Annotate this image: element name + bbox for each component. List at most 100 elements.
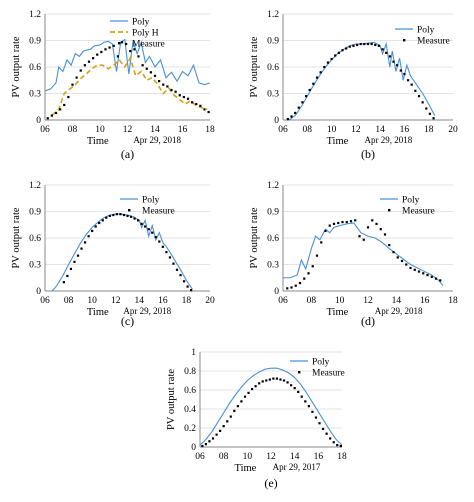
measure-point	[105, 216, 108, 219]
measure-point	[76, 254, 80, 257]
measure-point	[203, 108, 206, 111]
measure-point	[144, 225, 147, 228]
x-tick-label: 16	[158, 296, 168, 306]
measure-point	[83, 241, 87, 244]
measure-point	[63, 103, 66, 107]
x-tick-label: 14	[290, 452, 300, 462]
x-tick-label: 06	[40, 125, 50, 135]
poly-h-line	[51, 56, 208, 117]
x-tick-label: 06	[278, 296, 288, 306]
measure-point	[297, 106, 300, 109]
measure-point	[158, 240, 161, 243]
measure-point	[92, 57, 95, 60]
measure-point	[417, 95, 421, 98]
measure-point	[328, 224, 331, 227]
measure-point	[400, 259, 404, 263]
y-tick-label: 0.6	[29, 234, 41, 244]
measure-point	[314, 416, 318, 419]
panel-label: (c)	[121, 314, 134, 328]
measure-point	[297, 390, 300, 393]
measure-point	[191, 101, 194, 104]
measure-point	[392, 251, 395, 254]
date-label: Apr 29, 2018	[123, 306, 171, 316]
measure-point	[337, 221, 340, 225]
chart-panel-3: 0 0.3 0.6 0.9 1.2 06 08 10 12 14 16 18 20 PV output r…	[11, 181, 215, 328]
measure-point	[190, 289, 193, 292]
measure-point	[272, 377, 275, 380]
x-tick-label: 08	[303, 125, 313, 135]
measure-point	[432, 117, 435, 120]
measure-point	[219, 429, 222, 432]
legend-entry: Measure	[118, 40, 165, 50]
measure-point	[319, 71, 322, 74]
measure-point	[311, 410, 314, 413]
measure-point	[392, 60, 395, 63]
y-tick-label: 0.6	[267, 234, 279, 244]
measure-point	[345, 221, 348, 224]
measure-point	[370, 42, 373, 46]
measure-point	[315, 254, 319, 257]
measure-point	[352, 44, 355, 47]
measure-point	[240, 400, 243, 403]
measure-point	[179, 274, 182, 277]
measure-point	[141, 64, 144, 67]
measure-point	[101, 219, 104, 222]
x-tick-label: 14	[375, 125, 385, 135]
legend-entry: Measure	[403, 37, 450, 47]
measure-point	[186, 285, 189, 288]
measure-point	[73, 260, 76, 263]
legend-entry: Poly	[120, 196, 160, 206]
x-tick-label: 06	[40, 296, 50, 306]
measure-point	[96, 53, 99, 56]
date-label: Apr 29, 2017	[273, 462, 321, 472]
measure-point	[69, 267, 73, 271]
measure-point	[108, 46, 111, 49]
poly-line	[288, 41, 436, 121]
measure-point	[168, 256, 172, 259]
measure-point	[359, 42, 362, 46]
y-tick-label: 0.6	[267, 63, 279, 73]
measure-point	[286, 118, 289, 121]
measure-point	[137, 55, 140, 58]
y-axis-label: PV output rate	[249, 207, 260, 268]
measure-point	[175, 268, 179, 271]
x-tick-label: 12	[266, 452, 276, 462]
legend-entry: Measure	[298, 369, 345, 379]
measure-point	[377, 44, 381, 47]
x-tick-label: 08	[219, 452, 229, 462]
measure-point	[354, 219, 357, 222]
measure-point	[318, 422, 321, 425]
measure-point	[334, 54, 337, 57]
y-tick-label: 1	[191, 348, 196, 358]
x-tick-label: 16	[178, 125, 188, 135]
measure-point	[349, 220, 353, 223]
x-tick-label: 20	[448, 125, 458, 135]
measure-point	[355, 43, 359, 47]
measure-point	[265, 379, 268, 382]
measure-point	[129, 50, 132, 53]
measure-point	[112, 44, 115, 47]
y-tick-label: 0.9	[29, 208, 41, 218]
legend-label: Measure	[417, 37, 450, 47]
chart-panel-5: 0 0.2 0.4 0.6 0.8 1 06 08 10 12 14 16 18 PV output ra…	[166, 348, 347, 490]
measure-point	[341, 49, 344, 52]
measure-point	[434, 277, 438, 280]
measure-point	[50, 114, 53, 117]
measure-point	[166, 85, 169, 88]
measure-point	[186, 97, 190, 100]
legend-marker	[388, 209, 391, 212]
legend-entry: Poly H	[110, 29, 159, 39]
legend-marker	[298, 371, 301, 374]
y-tick-label: 1.2	[29, 181, 41, 191]
y-axis-label: PV output rate	[11, 207, 22, 268]
y-tick-label: 0.9	[267, 208, 279, 218]
y-tick-label: 0.9	[267, 37, 279, 47]
measure-point	[304, 400, 307, 403]
measure-point	[417, 270, 421, 273]
y-tick-label: 0.4	[184, 405, 196, 415]
measure-point	[426, 274, 429, 277]
poly-line	[51, 213, 193, 292]
x-tick-label: 16	[420, 296, 430, 306]
measure-point	[165, 251, 168, 254]
measure-point	[201, 444, 204, 448]
